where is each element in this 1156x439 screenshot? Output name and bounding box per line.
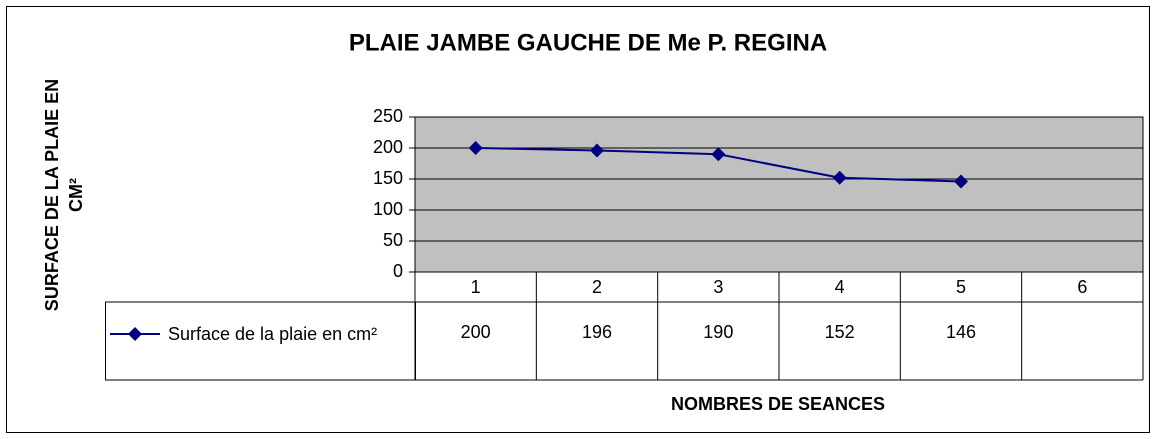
marker bbox=[832, 170, 847, 185]
table-value: 196 bbox=[582, 322, 612, 342]
marker bbox=[954, 174, 968, 189]
x-tick-label: 3 bbox=[713, 277, 723, 297]
marker bbox=[468, 141, 483, 155]
legend-marker bbox=[128, 327, 142, 341]
chart-title: PLAIE JAMBE GAUCHE DE Me P. REGINA bbox=[349, 29, 827, 56]
y-tick-label: 0 bbox=[393, 261, 403, 281]
y-tick-label: 200 bbox=[373, 137, 403, 157]
x-tick-label: 5 bbox=[956, 277, 966, 297]
x-tick-label: 6 bbox=[1077, 277, 1087, 297]
x-axis-title: NOMBRES DE SEANCES bbox=[671, 394, 885, 414]
y-tick-label: 50 bbox=[383, 230, 403, 250]
marker bbox=[590, 143, 604, 158]
legend-label: Surface de la plaie en cm² bbox=[168, 324, 378, 344]
y-axis-title: SURFACE DE LA PLAIE EN CM² bbox=[42, 78, 86, 312]
table-value: 190 bbox=[703, 322, 733, 342]
table-value: 152 bbox=[825, 322, 855, 342]
y-tick-label: 150 bbox=[373, 168, 403, 188]
y-tick-label: 250 bbox=[373, 106, 403, 126]
x-tick-label: 1 bbox=[471, 277, 481, 297]
y-tick-label: 100 bbox=[373, 199, 403, 219]
plot-area bbox=[414, 116, 1144, 273]
x-tick-label: 4 bbox=[835, 277, 845, 297]
x-tick-label: 2 bbox=[592, 277, 602, 297]
table-value: 200 bbox=[461, 322, 491, 342]
marker bbox=[711, 147, 726, 162]
table-value: 146 bbox=[946, 322, 976, 342]
